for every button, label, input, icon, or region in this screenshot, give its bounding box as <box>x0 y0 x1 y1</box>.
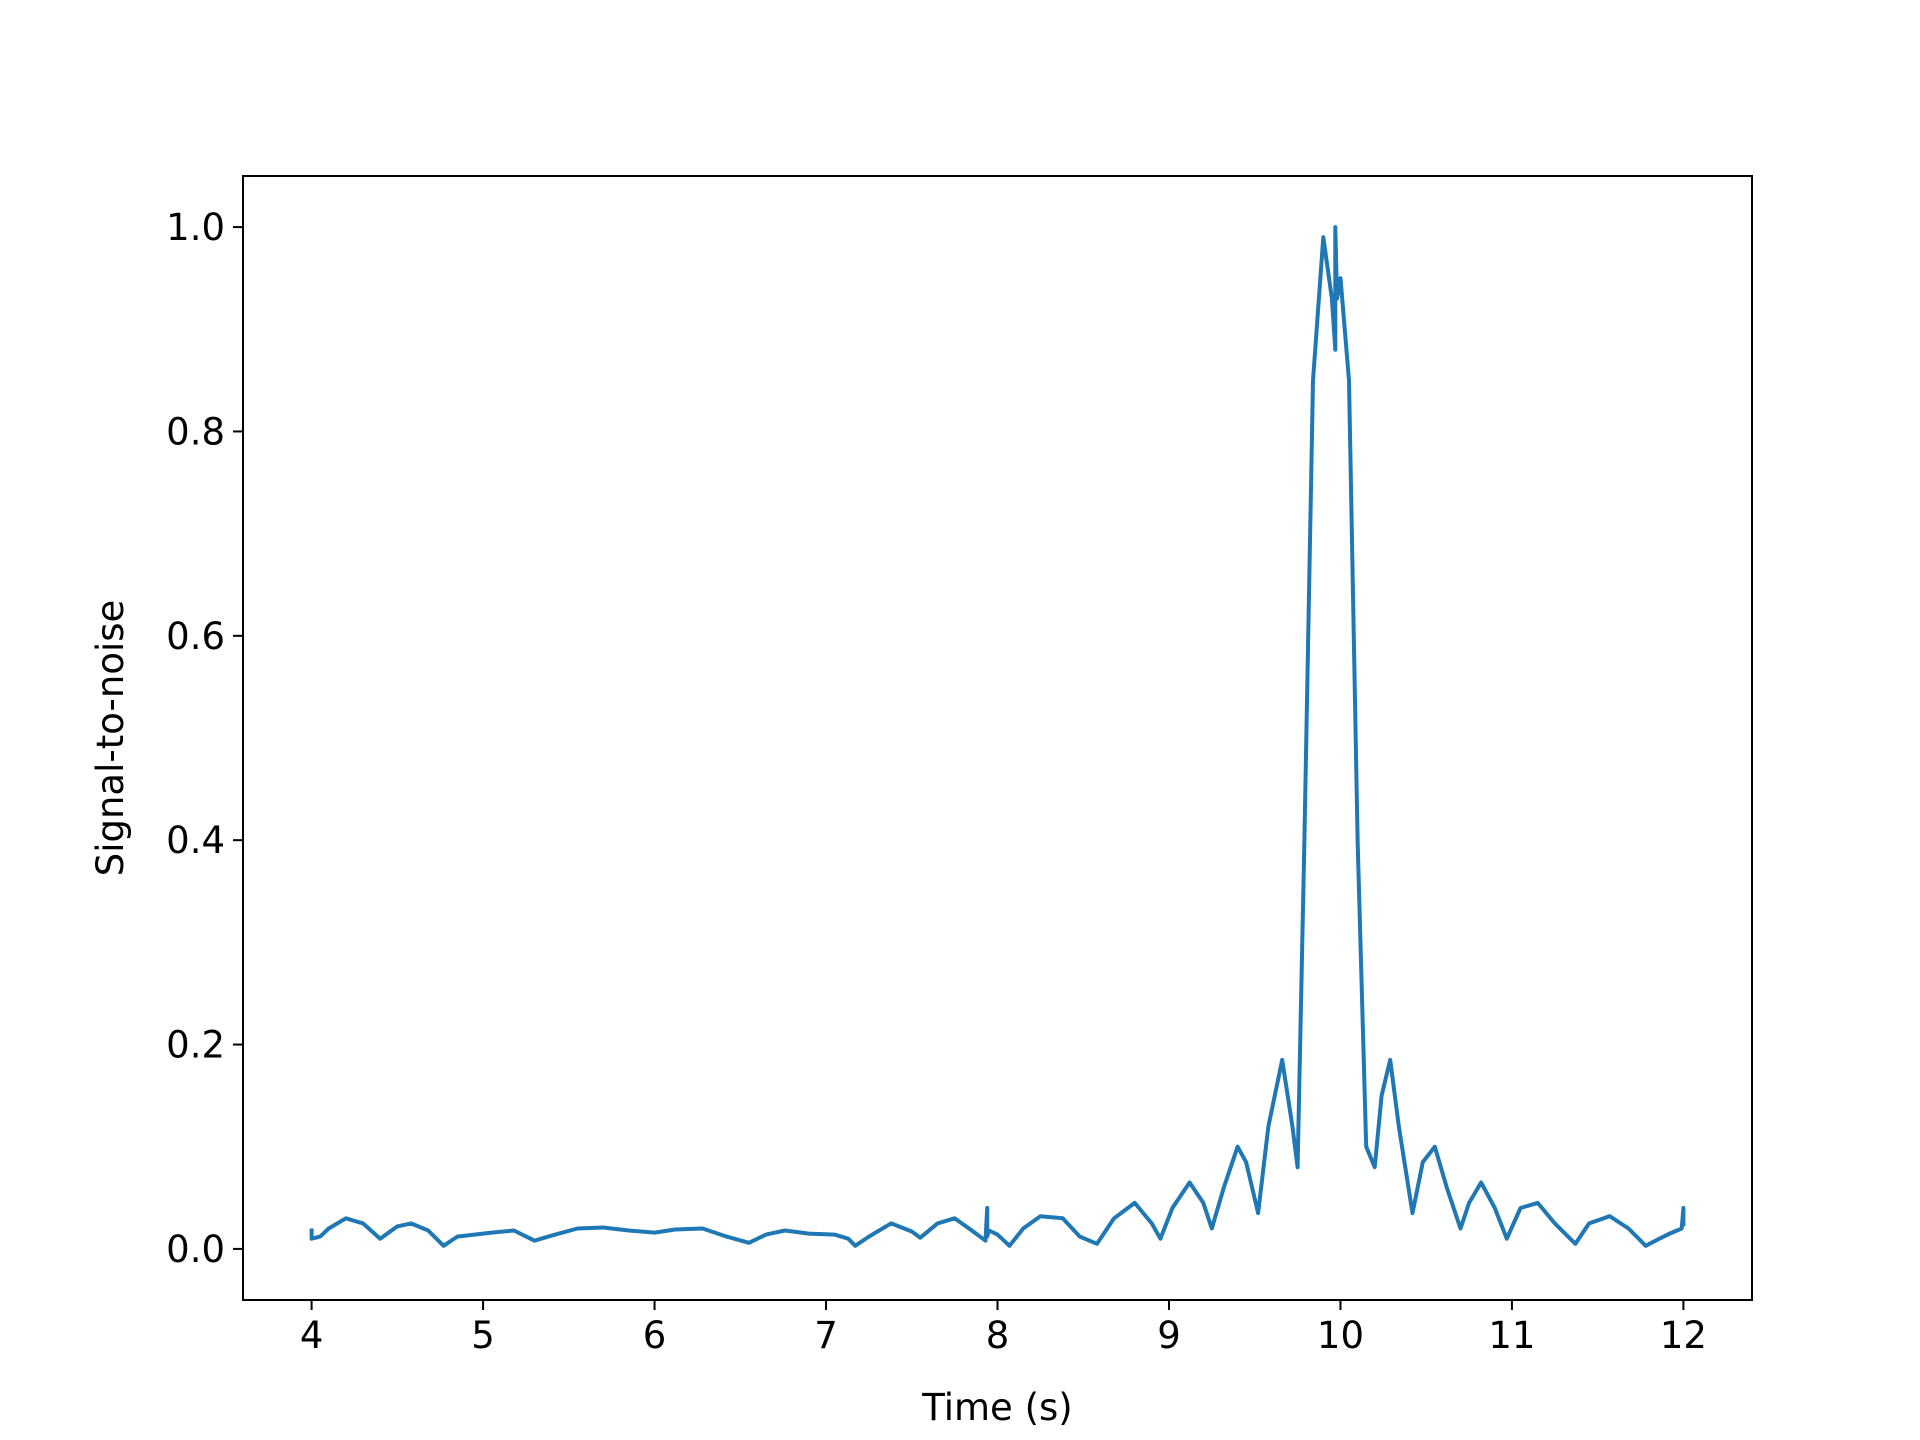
y-tick-label: 0.0 <box>166 1228 225 1271</box>
x-tick-label: 5 <box>471 1314 495 1357</box>
x-axis-title: Time (s) <box>921 1386 1072 1429</box>
series-line <box>309 225 1686 1248</box>
y-tick-label: 1.0 <box>166 206 225 249</box>
x-tick-label: 7 <box>814 1314 838 1357</box>
x-tick-label: 8 <box>986 1314 1010 1357</box>
x-tick-label: 12 <box>1660 1314 1707 1357</box>
y-axis: 0.0 0.2 0.4 0.6 0.8 1.0 <box>166 206 243 1271</box>
y-tick-label: 0.4 <box>166 819 225 862</box>
series-layer <box>309 225 1686 1248</box>
x-tick-label: 10 <box>1317 1314 1364 1357</box>
plot-frame <box>242 175 1753 1301</box>
x-tick-label: 9 <box>1157 1314 1181 1357</box>
x-tick-label: 4 <box>300 1314 324 1357</box>
x-tick-label: 11 <box>1488 1314 1535 1357</box>
y-tick-label: 0.6 <box>166 615 225 658</box>
x-tick-label: 6 <box>643 1314 667 1357</box>
x-axis: 4 5 6 7 8 9 10 11 12 <box>300 1300 1707 1357</box>
y-tick-label: 0.2 <box>166 1024 225 1067</box>
y-tick-label: 0.8 <box>166 410 225 453</box>
y-axis-title: Signal-to-noise <box>89 600 132 877</box>
